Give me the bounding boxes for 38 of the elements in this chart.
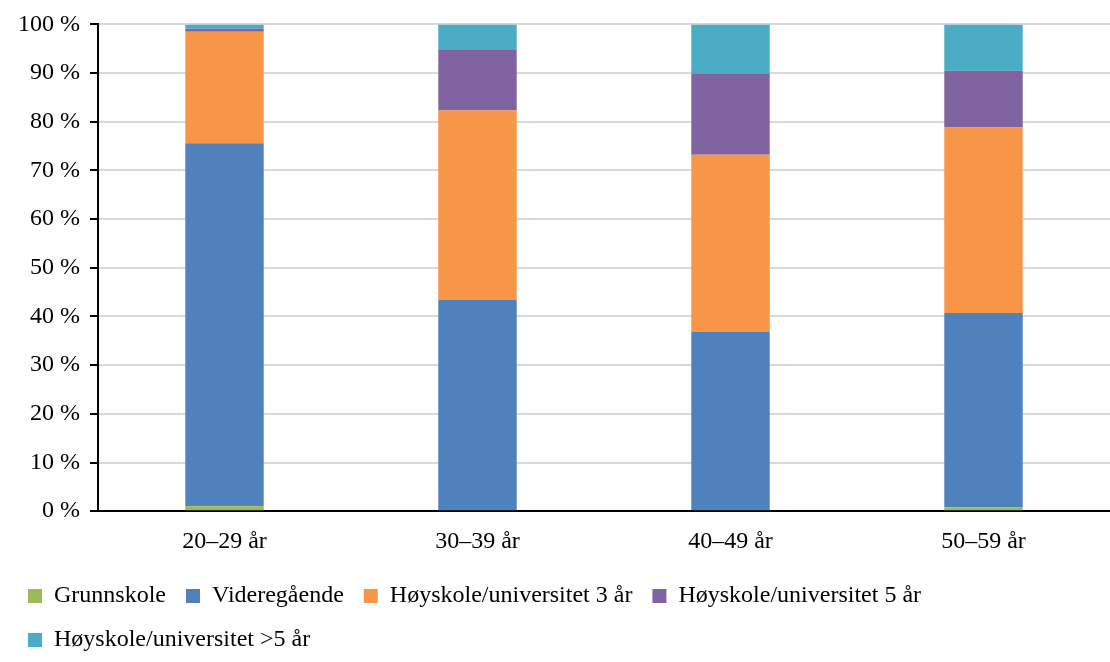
bar: [185, 143, 264, 507]
bar: [944, 313, 1023, 508]
bar: [944, 507, 1023, 511]
y-tick-label: 80 %: [29, 107, 80, 134]
y-tick-label: 100 %: [17, 9, 80, 36]
x-tick-label: 20–29 år: [182, 526, 267, 553]
bar: [691, 154, 770, 333]
legend-label: Videregående: [211, 581, 344, 608]
bar: [944, 70, 1023, 128]
bar: [185, 506, 264, 511]
bar: [438, 49, 517, 111]
y-tick-label: 50 %: [29, 253, 80, 280]
bar: [185, 24, 264, 29]
x-tick-label: 40–49 år: [688, 526, 773, 553]
legend-label: Grunnskole: [54, 581, 166, 608]
bar: [185, 28, 264, 32]
bar: [438, 299, 517, 511]
legend-label: Høyskole/universitet 5 år: [678, 581, 922, 608]
y-tick-label: 70 %: [29, 155, 80, 182]
bar: [691, 74, 770, 155]
y-tick-label: 20 %: [29, 399, 80, 426]
x-tick-label: 50–59 år: [941, 526, 1026, 553]
y-tick-label: 40 %: [29, 301, 80, 328]
bar: [438, 24, 517, 50]
legend-label: Høyskole/universitet >5 år: [54, 625, 311, 652]
x-tick-label: 30–39 år: [435, 526, 520, 553]
bar: [944, 127, 1023, 314]
y-tick-label: 10 %: [29, 447, 80, 474]
bar: [691, 24, 770, 75]
bar: [944, 24, 1023, 71]
bar: [185, 31, 264, 144]
y-tick-label: 0 %: [41, 496, 80, 523]
y-tick-label: 60 %: [29, 204, 80, 231]
legend-label: Høyskole/universitet 3 år: [389, 581, 633, 608]
y-tick-label: 90 %: [29, 58, 80, 85]
bar: [691, 332, 770, 511]
y-tick-label: 30 %: [29, 350, 80, 377]
bar: [438, 110, 517, 300]
